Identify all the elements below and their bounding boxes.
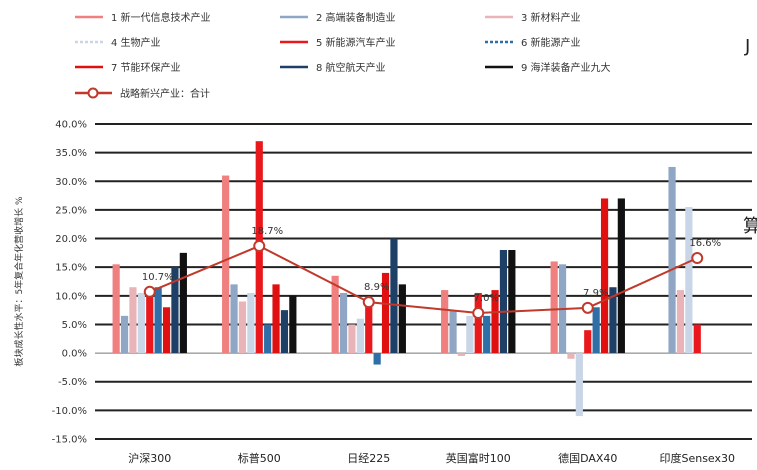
x-tick-label: 英国富时100 [446, 451, 511, 465]
bar [373, 353, 381, 365]
y-tick-label: 0.0% [62, 349, 87, 360]
bar [129, 287, 137, 354]
total-marker [581, 301, 594, 314]
y-tick-label: 40.0% [55, 120, 87, 131]
bars [112, 141, 701, 417]
total-line [149, 244, 698, 315]
bar [609, 287, 617, 354]
legend-total-label: 战略新兴产业：合计 [120, 87, 210, 100]
bar [162, 307, 171, 354]
legend: 1 新一代信息技术产业 2 高端装备制造业 3 新材料产业 4 生物产业 5 新能源汽车… [75, 11, 611, 100]
y-axis-label: 板块成长性水平：5年复合年化营收增长 % [13, 196, 25, 367]
x-axis: 沪深300 标普500 日经225 英国富时100 德国DAX40 印度Sensex30 [128, 451, 735, 465]
y-tick-label: 5.0% [62, 320, 87, 331]
bar [230, 284, 238, 354]
total-data-label: 8.9% [364, 282, 389, 293]
bar [137, 292, 145, 354]
bar [584, 330, 592, 354]
bar [238, 301, 247, 354]
legend-label: 1 新一代信息技术产业 [111, 11, 211, 24]
legend-label: 4 生物产业 [111, 36, 161, 49]
bar [154, 287, 162, 354]
x-tick-label: 沪深300 [128, 451, 171, 465]
x-tick-label: 印度Sensex30 [659, 451, 735, 465]
bar [483, 315, 491, 354]
total-marker [362, 296, 375, 309]
bar [222, 175, 230, 354]
legend-label: 5 新能源汽车产业 [316, 36, 396, 49]
bar [112, 264, 120, 354]
x-tick-label: 日经225 [347, 452, 390, 465]
legend-label: 3 新材料产业 [521, 11, 581, 24]
total-marker [472, 307, 485, 319]
bar [676, 290, 685, 354]
total-data-label: 18.7% [251, 226, 283, 237]
legend-label: 8 航空航天产业 [316, 61, 386, 74]
total-data-label: 10.7% [142, 272, 174, 283]
bar [247, 292, 255, 354]
total-marker [143, 285, 156, 298]
bar [567, 353, 575, 359]
bar [441, 290, 449, 354]
bar [457, 353, 466, 356]
legend-label: 7 节能环保产业 [111, 61, 181, 74]
edge-fragment-top: J [744, 36, 750, 57]
y-tick-label: 15.0% [55, 263, 87, 274]
legend-label: 2 高端装备制造业 [316, 11, 396, 24]
total-data-label: 7.0% [474, 293, 499, 304]
bar [146, 290, 154, 354]
bar [575, 353, 583, 417]
x-tick-label: 德国DAX40 [558, 451, 617, 465]
bar [356, 318, 364, 354]
y-tick-label: 25.0% [55, 205, 87, 216]
bar [171, 267, 179, 354]
total-marker [253, 239, 266, 252]
y-tick-label: -10.0% [52, 406, 87, 417]
y-tick-label: -15.0% [52, 435, 87, 446]
total-marker [691, 252, 704, 265]
y-tick-label: -5.0% [58, 377, 87, 388]
total-data-label: 7.9% [583, 288, 608, 299]
bar [693, 324, 701, 354]
bar [398, 284, 406, 354]
y-axis: -15.0% -10.0% -5.0% 0.0% 5.0% 10.0% 15.0% 20.0%… [52, 120, 87, 446]
bar [272, 284, 280, 354]
bar [491, 290, 499, 354]
bar [331, 275, 339, 354]
bar [120, 315, 129, 354]
legend-total-marker [87, 87, 99, 99]
bar [390, 238, 398, 354]
edge-fragment-middle: 算 [743, 216, 757, 237]
bar [474, 292, 482, 354]
bar [466, 315, 474, 354]
bar [264, 324, 272, 354]
y-tick-label: 35.0% [55, 148, 87, 159]
bar [179, 252, 187, 354]
bar [685, 207, 693, 354]
bar [449, 310, 457, 354]
y-tick-label: 20.0% [55, 234, 87, 245]
bar [348, 324, 356, 354]
bar [499, 250, 508, 354]
bar [289, 295, 297, 354]
bar [550, 261, 558, 354]
total-data-label: 16.6% [689, 238, 721, 249]
bar [365, 301, 373, 354]
bar [592, 307, 600, 354]
bar [508, 250, 516, 354]
bar [339, 292, 348, 354]
bar [668, 166, 676, 354]
x-tick-label: 标普500 [238, 451, 281, 465]
y-tick-label: 10.0% [55, 291, 87, 302]
gridlines [95, 123, 752, 440]
total-line-series: 10.7% 18.7% 8.9% 7.0% 7.9% 16.6% [142, 226, 721, 319]
bar [600, 198, 609, 354]
bar [381, 272, 390, 354]
legend-label: 6 新能源产业 [521, 36, 581, 49]
y-tick-label: 30.0% [55, 177, 87, 188]
legend-label: 9 海洋装备产业九大 [521, 61, 611, 74]
bar [280, 310, 289, 354]
bar [617, 198, 625, 354]
